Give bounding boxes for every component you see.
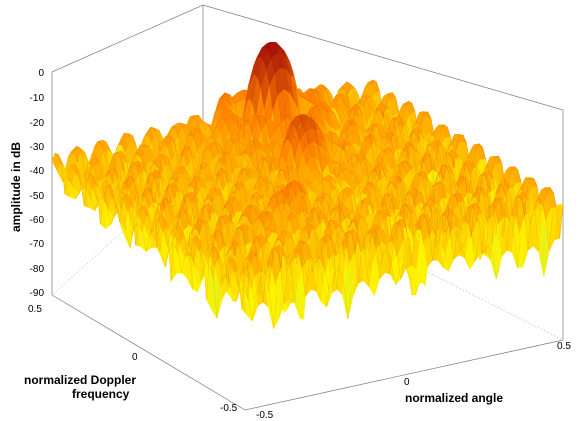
z-tick-label: -10	[30, 93, 45, 104]
doppler-axis-ticks: 0.5 0 -0.5	[28, 304, 238, 414]
angle-tick-label: -0.5	[256, 410, 274, 421]
z-tick-label: -90	[30, 288, 45, 299]
doppler-tick-label: -0.5	[220, 403, 238, 414]
grid-line	[51, 4, 204, 73]
z-tick-label: -70	[30, 239, 45, 250]
z-tick-label: -50	[30, 191, 45, 202]
z-axis-label: amplitude in dB	[9, 142, 23, 232]
surface-mesh	[51, 41, 564, 330]
z-tick-label: -80	[30, 264, 45, 275]
angle-axis-label: normalized angle	[405, 391, 503, 405]
z-axis-ticks: 0 -10 -20 -30 -40 -50 -60 -70 -80 -90	[30, 68, 45, 299]
angle-tick-label: 0	[404, 377, 410, 388]
angle-tick-label: 0.5	[557, 341, 571, 352]
z-tick-label: -60	[30, 215, 45, 226]
doppler-axis-label-line2: frequency	[72, 387, 130, 401]
z-tick-label: -30	[30, 142, 45, 153]
z-tick-label: -40	[30, 166, 45, 177]
front-right-base-edge	[244, 339, 564, 411]
doppler-tick-label: 0	[132, 352, 138, 363]
doppler-axis-label-line1: normalized Doppler	[24, 373, 136, 387]
z-tick-label: 0	[38, 68, 44, 79]
grid-line	[51, 159, 204, 296]
doppler-tick-label: 0.5	[28, 304, 42, 315]
z-tick-label: -20	[30, 118, 45, 129]
angle-axis-ticks: -0.5 0 0.5	[256, 341, 571, 421]
front-left-base-edge	[51, 294, 246, 411]
